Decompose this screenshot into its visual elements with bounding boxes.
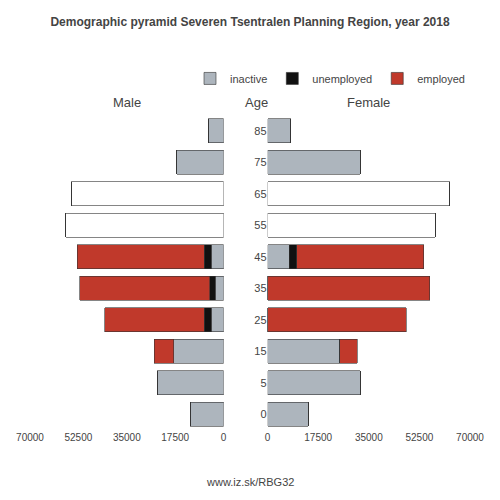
svg-text:inactive: inactive	[230, 73, 267, 85]
svg-text:Female: Female	[347, 95, 390, 110]
svg-text:75: 75	[254, 156, 266, 168]
svg-text:52500: 52500	[64, 432, 92, 443]
svg-text:5: 5	[260, 377, 266, 389]
svg-text:70000: 70000	[16, 432, 44, 443]
svg-text:35000: 35000	[355, 432, 383, 443]
svg-text:45: 45	[254, 251, 266, 263]
svg-text:Demographic pyramid Severen Ts: Demographic pyramid Severen Tsentralen P…	[50, 15, 450, 29]
svg-text:Male: Male	[113, 95, 141, 110]
svg-text:employed: employed	[417, 73, 465, 85]
svg-text:unemployed: unemployed	[312, 73, 372, 85]
svg-text:85: 85	[254, 125, 266, 137]
svg-text:0: 0	[221, 432, 227, 443]
svg-text:55: 55	[254, 219, 266, 231]
svg-text:0: 0	[265, 432, 271, 443]
svg-text:35: 35	[254, 282, 266, 294]
svg-text:17500: 17500	[304, 432, 332, 443]
svg-text:25: 25	[254, 314, 266, 326]
svg-text:65: 65	[254, 188, 266, 200]
svg-text:70000: 70000	[456, 432, 484, 443]
svg-text:0: 0	[260, 408, 266, 420]
svg-text:15: 15	[254, 345, 266, 357]
svg-text:www.iz.sk/RBG32: www.iz.sk/RBG32	[206, 476, 294, 488]
svg-text:52500: 52500	[405, 432, 433, 443]
svg-text:35000: 35000	[113, 432, 141, 443]
svg-text:Age: Age	[245, 95, 268, 110]
svg-text:17500: 17500	[161, 432, 189, 443]
